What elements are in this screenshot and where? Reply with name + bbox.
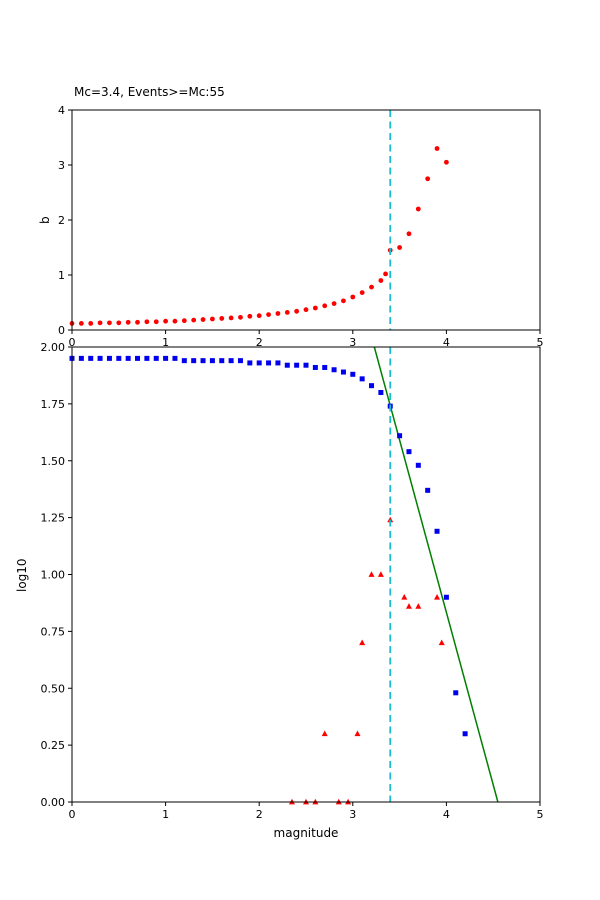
- cumulative-event-counts: [69, 355, 468, 737]
- y-tick-label: 1.00: [41, 569, 66, 582]
- y-tick-label: 0: [58, 324, 65, 337]
- axes-frame: [71, 109, 541, 331]
- y-tick-label: 3: [58, 159, 65, 172]
- bottom-x-axis-label: magnitude: [273, 826, 339, 840]
- gutenberg-richter-fit-line: [373, 346, 499, 803]
- b-value-curve: [69, 146, 449, 326]
- y-tick-label: 0.25: [41, 739, 66, 752]
- y-tick-label: 0.75: [41, 625, 66, 638]
- axes-frame: [71, 346, 541, 803]
- x-tick-label: 2: [256, 336, 263, 349]
- y-tick-label: 1.50: [41, 455, 66, 468]
- y-tick-label: 1.75: [41, 398, 66, 411]
- y-tick-label: 1.25: [41, 512, 66, 525]
- axes-1: 0 1 2 3 4 5 0.00 0.25 0.50 0.75 1.00 1.25 1.50 1.75 2.…: [41, 341, 544, 821]
- axes-0: 0 1 2 3 4 5 0 1 2 3 4: [58, 104, 544, 349]
- y-tick-label: 0.50: [41, 682, 66, 695]
- x-tick-label: 1: [162, 808, 169, 821]
- x-tick-label: 3: [349, 808, 356, 821]
- x-tick-label: 1: [162, 336, 169, 349]
- x-tick-label: 4: [443, 808, 450, 821]
- y-tick-label: 0.00: [41, 796, 66, 809]
- x-tick-label: 3: [349, 336, 356, 349]
- x-tick-label: 5: [537, 336, 544, 349]
- y-tick-label: 2: [58, 214, 65, 227]
- x-tick-label: 2: [256, 808, 263, 821]
- x-tick-label: 4: [443, 336, 450, 349]
- plot-title: Mc=3.4, Events>=Mc:55: [74, 85, 225, 99]
- y-tick-label: 2.00: [41, 341, 66, 354]
- x-tick-label: 0: [69, 808, 76, 821]
- top-y-axis-label: b: [38, 216, 52, 224]
- y-tick-label: 1: [58, 269, 65, 282]
- x-tick-label: 5: [537, 808, 544, 821]
- bottom-y-axis-label: log10: [15, 558, 29, 592]
- x-tick-label: 0: [69, 336, 76, 349]
- y-tick-label: 4: [58, 104, 65, 117]
- noncumulative-event-counts: [288, 516, 445, 805]
